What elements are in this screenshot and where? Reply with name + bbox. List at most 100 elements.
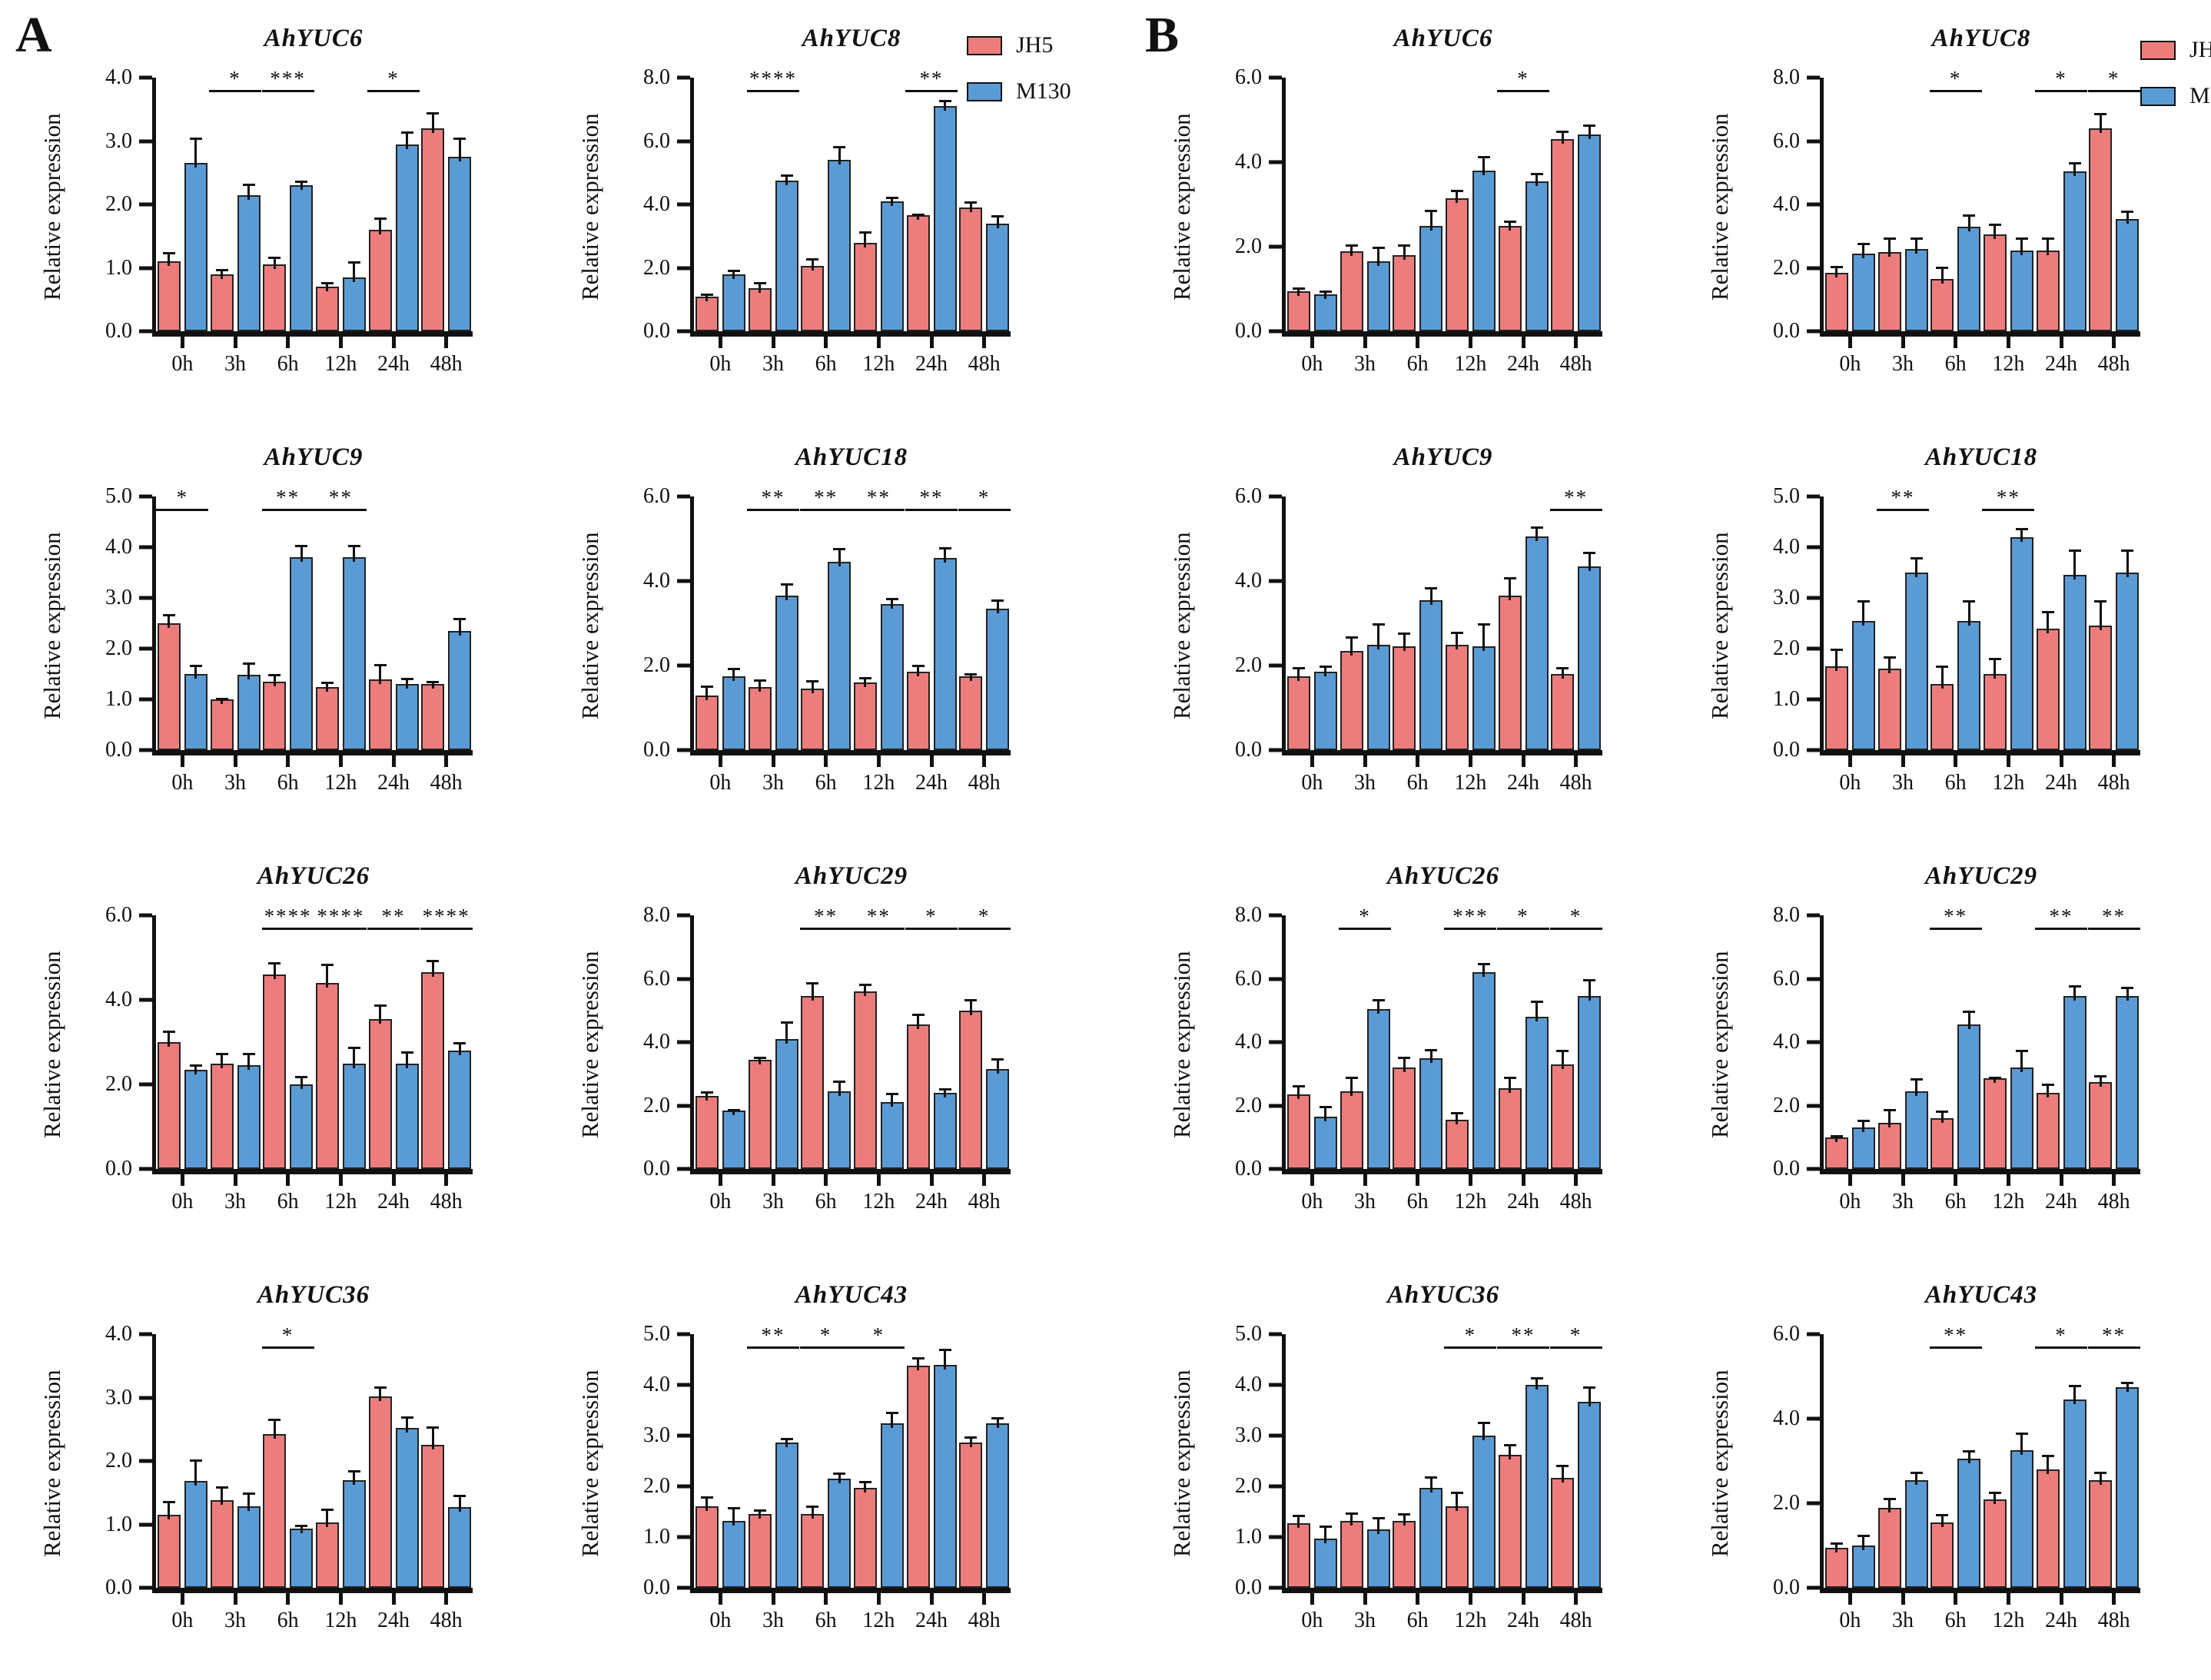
- bar-jh5: [315, 287, 339, 331]
- error-bar-stem: [1835, 1134, 1838, 1142]
- panel-letter-a: A: [15, 7, 52, 63]
- significance-line: [1497, 928, 1549, 930]
- error-bar-cap: [1988, 1491, 2001, 1494]
- bar-m130: [1525, 1385, 1549, 1588]
- error-bar-cap: [700, 293, 713, 296]
- error-bar-cap: [400, 678, 413, 681]
- error-bar-cap: [268, 961, 281, 965]
- error-bar-cap: [2041, 1083, 2054, 1086]
- error-bar-cap: [1477, 962, 1490, 965]
- error-bar: [1530, 172, 1543, 186]
- significance-line: [1444, 928, 1497, 930]
- y-tick-mark: [677, 579, 690, 583]
- error-bar: [347, 261, 360, 282]
- error-bar: [268, 961, 281, 979]
- bar-jh5: [959, 1442, 983, 1588]
- error-bar-cap: [964, 1436, 978, 1439]
- chart-title: AhYUC43: [795, 1281, 908, 1309]
- y-tick-label: 3.0: [643, 1423, 670, 1447]
- error-bar: [1857, 600, 1870, 626]
- chart-title: AhYUC29: [1924, 862, 2038, 890]
- y-tick-mark: [677, 1535, 690, 1539]
- error-bar-cap: [1830, 649, 1843, 652]
- chart-b-ahyuc6: AhYUC6 Relative expression 0.0 2.0 4.0 6.0 * 0h…: [1167, 5, 1674, 420]
- y-tick-label: 5.0: [643, 1322, 670, 1346]
- bar-m130: [775, 596, 798, 750]
- error-bar: [700, 1091, 713, 1101]
- y-tick-mark: [1807, 1585, 1820, 1590]
- error-bar-stem: [1915, 237, 1917, 254]
- error-bar-cap: [2121, 211, 2134, 214]
- error-bar-stem: [2073, 984, 2076, 1001]
- bar-m130: [2063, 171, 2087, 331]
- y-tick-mark: [1807, 1501, 1820, 1506]
- y-tick-mark: [1807, 646, 1820, 651]
- error-bar-stem: [996, 1057, 999, 1074]
- error-bar-stem: [194, 138, 198, 168]
- chart-a-ahyuc9: AhYUC9 Relative expression 0.0 1.0 2.0 3.0 4.0…: [37, 423, 544, 838]
- error-bar-stem: [2073, 162, 2076, 176]
- y-tick-mark: [1269, 75, 1282, 80]
- x-tick-mark: [391, 755, 396, 767]
- error-bar-stem: [1835, 265, 1838, 277]
- bar-m130: [342, 1479, 366, 1588]
- error-bar: [991, 599, 1004, 613]
- error-bar-cap: [2068, 1385, 2081, 1387]
- bar-m130: [237, 1506, 261, 1588]
- x-tick-mark: [824, 1593, 828, 1605]
- y-tick-label: 4.0: [1773, 192, 1800, 216]
- chart-a-ahyuc18: AhYUC18 Relative expression 0.0 2.0 4.0 6.0 **…: [575, 423, 1082, 838]
- error-bar-stem: [1862, 242, 1865, 258]
- x-tick-label: 12h: [1454, 771, 1487, 795]
- error-bar: [1883, 1498, 1896, 1512]
- error-bar-stem: [2099, 1471, 2102, 1485]
- y-tick-label: 8.0: [643, 903, 670, 927]
- bar-jh5: [748, 1514, 772, 1588]
- error-bar: [1398, 244, 1411, 260]
- y-tick-label: 1.0: [1773, 687, 1800, 711]
- significance-line: [1549, 509, 1602, 511]
- error-bar-cap: [215, 269, 228, 272]
- significance-label: ***: [270, 67, 306, 90]
- chart-title: AhYUC6: [1393, 25, 1493, 52]
- bar-jh5: [1445, 198, 1469, 331]
- error-bar-cap: [373, 217, 387, 220]
- error-bar-stem: [917, 1356, 919, 1370]
- x-tick-mark: [1901, 1174, 1905, 1186]
- plot-area: **** **** ** ****: [152, 905, 473, 1174]
- y-tick-mark: [677, 1040, 690, 1044]
- x-tick-label: 12h: [1454, 352, 1487, 376]
- error-bar-stem: [379, 663, 381, 684]
- error-bar-cap: [1530, 1001, 1543, 1004]
- error-bar-cap: [295, 1076, 308, 1078]
- error-bar-cap: [1883, 1498, 1896, 1501]
- error-bar-cap: [964, 201, 978, 204]
- error-bar: [1319, 666, 1332, 677]
- bar-jh5: [1498, 1087, 1522, 1169]
- y-tick-label: 2.0: [1773, 636, 1800, 660]
- legend-swatch-jh5: [2140, 40, 2176, 60]
- error-bar: [1830, 1134, 1843, 1142]
- error-bar: [400, 131, 413, 149]
- error-bar-stem: [1561, 130, 1564, 144]
- y-tick-label: 6.0: [1235, 65, 1262, 89]
- x-tick-label: 3h: [1354, 352, 1376, 376]
- y-tick-label: 4.0: [105, 65, 132, 89]
- x-tick-label: 0h: [1839, 1190, 1861, 1214]
- x-tick-mark: [771, 1593, 775, 1605]
- bar-m130: [880, 1102, 904, 1169]
- error-bar-cap: [911, 1013, 925, 1016]
- x-tick-label: 3h: [762, 352, 784, 376]
- error-bar-stem: [1509, 1443, 1511, 1460]
- error-bar-cap: [1936, 267, 1949, 270]
- error-bar: [2068, 162, 2081, 176]
- error-bar: [2041, 1454, 2054, 1474]
- error-bar: [938, 99, 951, 111]
- x-tick-label: 0h: [171, 771, 194, 795]
- x-tick-label: 48h: [430, 771, 463, 795]
- chart-title: AhYUC9: [1393, 443, 1493, 471]
- error-bar-stem: [1888, 1498, 1891, 1512]
- error-bar: [347, 1046, 360, 1068]
- error-bar-stem: [221, 698, 223, 704]
- y-axis: 0.0 1.0 2.0 3.0 4.0 5.0: [85, 484, 152, 762]
